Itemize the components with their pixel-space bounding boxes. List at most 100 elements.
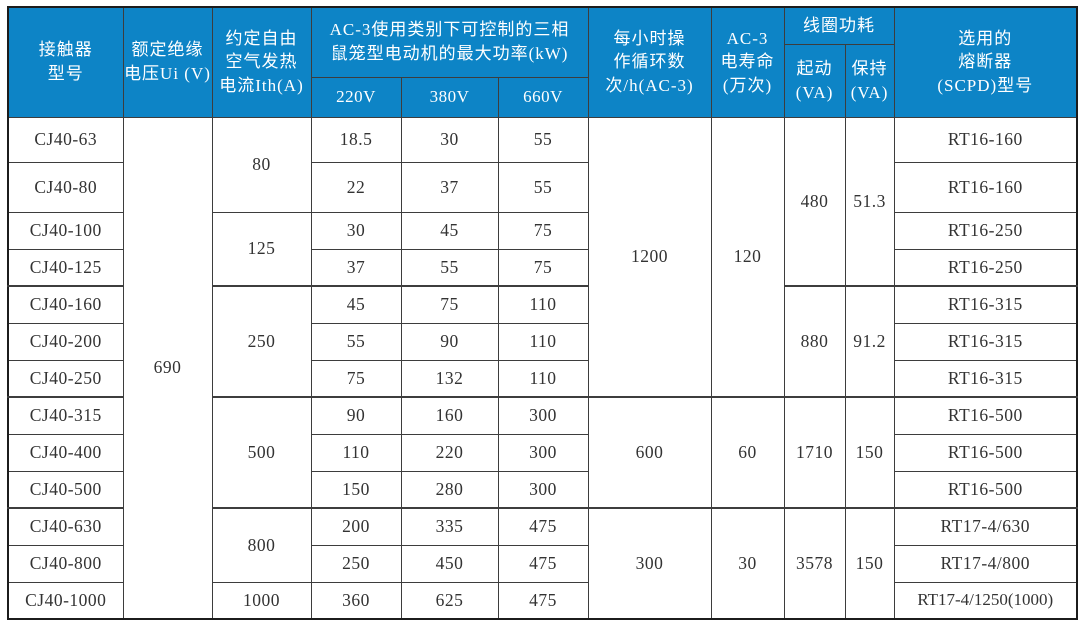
table-header: 接触器 型号 额定绝缘 电压Ui (V) 约定自由 空气发热 电流Ith(A) … [7, 6, 1078, 118]
header-660v: 660V [497, 76, 589, 118]
table-row: CJ40-315 500 90 160 300 600 60 1710 150 … [7, 396, 1078, 509]
power-220-cell: 250 [310, 544, 402, 583]
table-row: CJ40-400 110 220 300 RT16-500 [7, 433, 1078, 472]
model-cell: CJ40-80 [7, 161, 124, 213]
table-row: CJ40-160 250 45 75 110 880 91.2 RT16-315 [7, 285, 1078, 398]
power-220-cell: 150 [310, 470, 402, 509]
thermal-current-cell: 1000 [211, 581, 312, 620]
header-thermal-current: 约定自由 空气发热 电流Ith(A) [211, 6, 312, 118]
cycles-cell: 1200 [587, 116, 712, 398]
header-380v: 380V [400, 76, 499, 118]
fuse-cell: RT16-315 [893, 359, 1078, 398]
fuse-cell: RT16-250 [893, 248, 1078, 287]
power-220-cell: 18.5 [310, 116, 402, 163]
table-row: CJ40-800 250 450 475 RT17-4/800 [7, 544, 1078, 583]
power-380-cell: 55 [400, 248, 499, 287]
model-cell: CJ40-1000 [7, 581, 124, 620]
power-660-cell: 75 [497, 248, 589, 287]
thermal-current-cell: 250 [211, 285, 312, 398]
power-220-cell: 90 [310, 396, 402, 435]
thermal-current-cell: 500 [211, 396, 312, 509]
model-cell: CJ40-250 [7, 359, 124, 398]
fuse-cell: RT16-500 [893, 470, 1078, 509]
power-660-cell: 475 [497, 507, 589, 546]
power-380-cell: 160 [400, 396, 499, 435]
power-660-cell: 110 [497, 359, 589, 398]
coil-hold-cell: 91.2 [844, 285, 895, 398]
fuse-cell: RT16-315 [893, 285, 1078, 324]
power-220-cell: 22 [310, 161, 402, 213]
power-220-cell: 75 [310, 359, 402, 398]
header-220v: 220V [310, 76, 402, 118]
model-cell: CJ40-100 [7, 211, 124, 250]
power-660-cell: 475 [497, 581, 589, 620]
fuse-cell: RT16-160 [893, 161, 1078, 213]
coil-hold-cell: 150 [844, 396, 895, 509]
cycles-cell: 300 [587, 507, 712, 620]
power-380-cell: 450 [400, 544, 499, 583]
fuse-cell: RT17-4/800 [893, 544, 1078, 583]
table-row: CJ40-80 22 37 55 RT16-160 [7, 161, 1078, 213]
power-660-cell: 75 [497, 211, 589, 250]
header-cycles: 每小时操 作循环数 次/h(AC-3) [587, 6, 712, 118]
power-660-cell: 475 [497, 544, 589, 583]
model-cell: CJ40-315 [7, 396, 124, 435]
model-cell: CJ40-500 [7, 470, 124, 509]
coil-start-cell: 3578 [783, 507, 846, 620]
coil-start-cell: 480 [783, 116, 846, 287]
thermal-current-cell: 80 [211, 116, 312, 213]
life-cell: 30 [710, 507, 785, 620]
model-cell: CJ40-800 [7, 544, 124, 583]
power-380-cell: 75 [400, 285, 499, 324]
power-380-cell: 220 [400, 433, 499, 472]
model-cell: CJ40-160 [7, 285, 124, 324]
fuse-cell: RT16-250 [893, 211, 1078, 250]
power-660-cell: 55 [497, 161, 589, 213]
coil-start-cell: 1710 [783, 396, 846, 509]
fuse-cell: RT17-4/1250(1000) [893, 581, 1078, 620]
power-220-cell: 37 [310, 248, 402, 287]
coil-hold-cell: 150 [844, 507, 895, 620]
power-660-cell: 300 [497, 433, 589, 472]
table-body: CJ40-63 690 80 18.5 30 55 1200 120 480 5… [7, 116, 1078, 620]
model-cell: CJ40-63 [7, 116, 124, 163]
fuse-cell: RT16-500 [893, 433, 1078, 472]
coil-start-cell: 880 [783, 285, 846, 398]
fuse-cell: RT17-4/630 [893, 507, 1078, 546]
power-380-cell: 45 [400, 211, 499, 250]
power-660-cell: 55 [497, 116, 589, 163]
power-220-cell: 30 [310, 211, 402, 250]
model-cell: CJ40-400 [7, 433, 124, 472]
power-380-cell: 30 [400, 116, 499, 163]
header-coil-hold: 保持 (VA) [844, 43, 895, 118]
table-row: CJ40-63 690 80 18.5 30 55 1200 120 480 5… [7, 116, 1078, 620]
model-cell: CJ40-125 [7, 248, 124, 287]
power-220-cell: 45 [310, 285, 402, 324]
table-row: CJ40-250 75 132 110 RT16-315 [7, 359, 1078, 398]
contactor-spec-table: 接触器 型号 额定绝缘 电压Ui (V) 约定自由 空气发热 电流Ith(A) … [7, 6, 1079, 620]
table-row: CJ40-125 37 55 75 RT16-250 [7, 248, 1078, 287]
table-row: CJ40-200 55 90 110 RT16-315 [7, 322, 1078, 361]
fuse-cell: RT16-315 [893, 322, 1078, 361]
life-cell: 60 [710, 396, 785, 509]
table-row: CJ40-100 125 30 45 75 RT16-250 [7, 211, 1078, 287]
header-electrical-life: AC-3 电寿命 (万次) [710, 6, 785, 118]
power-660-cell: 300 [497, 396, 589, 435]
power-380-cell: 37 [400, 161, 499, 213]
power-380-cell: 625 [400, 581, 499, 620]
header-coil-start: 起动 (VA) [783, 43, 846, 118]
power-660-cell: 110 [497, 322, 589, 361]
power-660-cell: 110 [497, 285, 589, 324]
fuse-cell: RT16-160 [893, 116, 1078, 163]
power-380-cell: 132 [400, 359, 499, 398]
header-model: 接触器 型号 [7, 6, 124, 118]
power-380-cell: 280 [400, 470, 499, 509]
thermal-current-cell: 800 [211, 507, 312, 583]
power-380-cell: 335 [400, 507, 499, 546]
header-rated-voltage: 额定绝缘 电压Ui (V) [122, 6, 213, 118]
cycles-cell: 600 [587, 396, 712, 509]
fuse-cell: RT16-500 [893, 396, 1078, 435]
thermal-current-cell: 125 [211, 211, 312, 287]
header-fuse: 选用的 熔断器 (SCPD)型号 [893, 6, 1078, 118]
